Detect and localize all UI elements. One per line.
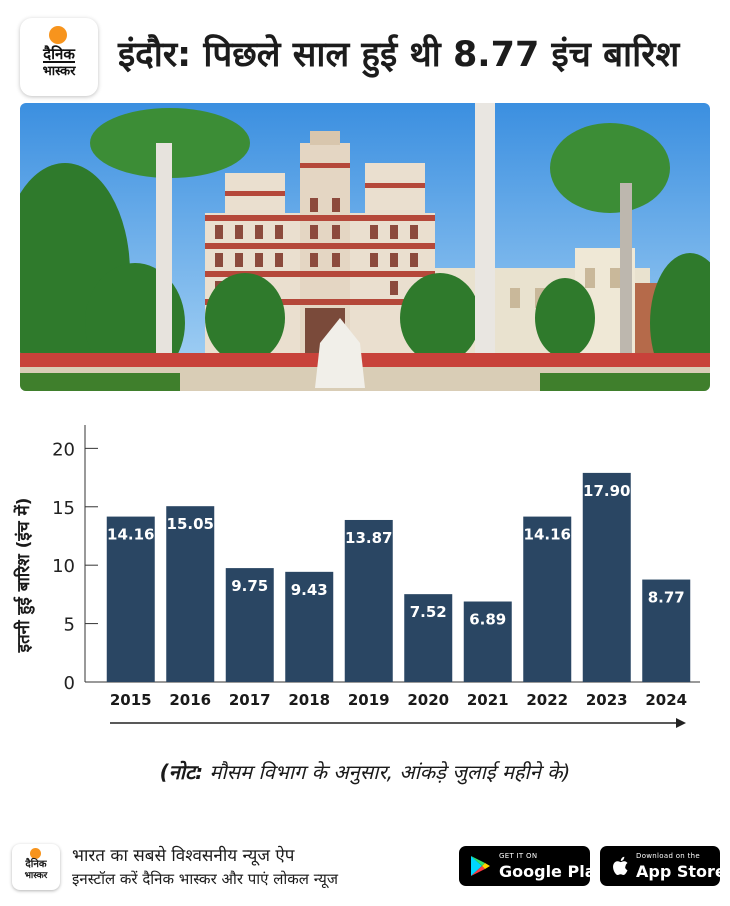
app-store-button[interactable]: Download on the App Store [600, 846, 726, 886]
footer-install-text: इनस्टॉल करें दैनिक भास्कर और पाएं लोकल न… [72, 870, 338, 888]
x-tick-label: 2021 [467, 691, 509, 709]
palace-photo [20, 103, 710, 391]
bar-value-label: 13.87 [345, 529, 392, 547]
x-tick-label: 2016 [169, 691, 211, 709]
palace-illustration [20, 103, 710, 391]
x-tick-label: 2022 [526, 691, 568, 709]
timeline-arrow-head [676, 718, 686, 728]
headline: इंदौर: पिछले साल हुई थी 8.77 इंच बारिश [118, 35, 680, 75]
google-play-icon [471, 856, 490, 876]
bar [106, 516, 155, 682]
bar-value-label: 17.90 [583, 482, 630, 500]
app-store-small: Download on the [636, 852, 700, 860]
y-tick-label: 0 [64, 673, 75, 694]
bar [166, 506, 215, 682]
y-tick-label: 10 [52, 556, 75, 577]
note-text: मौसम विभाग के अनुसार, आंकड़े जुलाई महीने… [203, 760, 571, 784]
y-axis-ticks: 0 5 10 15 20 [52, 439, 75, 694]
x-tick-label: 2024 [645, 691, 687, 709]
y-axis-title-wrapper: इतनी हुई बारिश (इंच में) [13, 498, 35, 654]
x-tick-label: 2017 [229, 691, 271, 709]
apple-icon [613, 856, 628, 875]
footer-logo-line1: दैनिक [25, 859, 47, 870]
rainfall-bar-chart: 0 5 10 15 20 14.16 15.05 9.75 9.43 13.87 7.52 6.89… [52, 425, 700, 728]
y-axis-gridlines [85, 447, 98, 625]
bar-value-label: 15.05 [167, 515, 214, 533]
google-play-label: Google Play [499, 862, 606, 881]
bar [642, 579, 691, 682]
y-tick-label: 15 [52, 498, 75, 519]
bar [463, 601, 512, 682]
logo-text-line2: भास्कर [42, 61, 76, 79]
brand-logo: दैनिक भास्कर [20, 18, 98, 96]
y-tick-label: 5 [64, 615, 75, 636]
bar-value-label: 14.16 [107, 526, 154, 544]
bar-value-label: 7.52 [410, 603, 447, 621]
x-tick-label: 2023 [586, 691, 628, 709]
x-tick-label: 2015 [110, 691, 152, 709]
bar-value-label: 6.89 [469, 611, 506, 629]
bar [285, 571, 334, 682]
bar [344, 519, 393, 682]
x-axis-labels: 2015 2016 2017 2018 2019 2020 2021 2022 2023 2024 [110, 691, 687, 709]
bar [225, 568, 274, 682]
y-tick-label: 20 [52, 439, 75, 460]
footer-tagline: भारत का सबसे विश्वसनीय न्यूज ऐप [72, 846, 295, 866]
bar [582, 472, 631, 682]
google-play-small: GET IT ON [499, 852, 538, 860]
note-label: (नोट: [159, 760, 204, 784]
footer-logo-line2: भास्कर [24, 871, 48, 881]
bar-value-label: 9.43 [291, 581, 328, 599]
logo-text-line1: दैनिक [43, 45, 75, 63]
bar-value-label: 9.75 [231, 577, 268, 595]
footer-sun-icon [30, 848, 41, 859]
x-tick-label: 2019 [348, 691, 390, 709]
x-tick-label: 2020 [407, 691, 449, 709]
bar [523, 516, 572, 682]
app-store-label: App Store [636, 862, 726, 881]
bar-value-label: 14.16 [524, 526, 571, 544]
bar [404, 594, 453, 682]
sun-icon [49, 26, 67, 44]
chart-note: (नोट: मौसम विभाग के अनुसार, आंकड़े जुलाई… [0, 758, 730, 785]
bars: 14.16 15.05 9.75 9.43 13.87 7.52 6.89 14.16 17.9… [106, 472, 691, 682]
google-play-button[interactable]: GET IT ON Google Play [459, 846, 605, 886]
footer-brand-logo: दैनिक भास्कर [12, 844, 60, 890]
bar-value-label: 8.77 [648, 589, 685, 607]
x-tick-label: 2018 [288, 691, 330, 709]
y-axis-title: इतनी हुई बारिश (इंच में) [13, 498, 35, 654]
